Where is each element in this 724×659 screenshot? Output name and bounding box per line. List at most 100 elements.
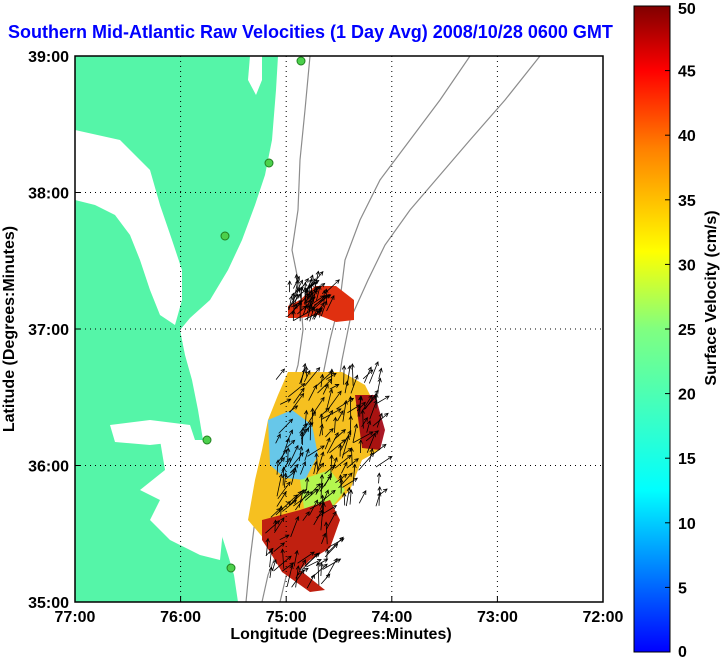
velocity-vector	[272, 559, 277, 571]
velocity-arrowhead	[333, 543, 339, 548]
velocity-vector	[282, 562, 294, 572]
velocity-vector	[325, 410, 333, 422]
velocity-vector	[377, 395, 390, 404]
velocity-vector	[316, 505, 337, 519]
velocity-arrowhead	[302, 423, 308, 428]
velocity-arrowhead	[311, 411, 316, 417]
velocity-arrowhead	[280, 517, 285, 522]
velocity-vector	[306, 289, 309, 304]
velocity-vector	[287, 448, 289, 464]
velocity-arrowhead	[321, 502, 326, 507]
velocity-arrowhead	[335, 279, 340, 284]
velocity-vector	[293, 550, 298, 567]
velocity-vector	[351, 448, 353, 465]
velocity-arrowhead	[272, 558, 277, 564]
velocity-arrowhead	[341, 439, 347, 444]
velocity-arrowhead	[289, 562, 295, 567]
velocity-vector	[286, 429, 293, 443]
velocity-vectors	[265, 270, 393, 589]
velocity-vector	[365, 430, 379, 442]
velocity-vector	[297, 282, 318, 297]
velocity-vector	[358, 490, 367, 504]
velocity-vector	[273, 555, 292, 572]
velocity-arrowhead	[320, 445, 325, 450]
velocity-arrowhead	[283, 472, 288, 478]
velocity-vector	[330, 455, 333, 478]
velocity-arrowhead	[323, 563, 328, 569]
velocity-vector	[320, 474, 323, 498]
velocity-arrowhead	[286, 481, 291, 487]
velocity-vector	[269, 567, 272, 578]
velocity-vector	[311, 397, 325, 416]
velocity-arrowhead	[284, 534, 290, 539]
colorbar-tick-label: 50	[678, 1, 696, 18]
velocity-arrowhead	[328, 388, 334, 394]
velocity-arrowhead	[367, 366, 372, 372]
velocity-vector	[346, 458, 359, 469]
velocity-arrowhead	[333, 456, 338, 462]
velocity-vector	[362, 395, 373, 411]
velocity-vector	[280, 398, 291, 405]
velocity-arrowhead	[327, 378, 333, 384]
velocity-vector	[366, 433, 376, 453]
velocity-vector	[322, 558, 341, 570]
velocity-arrowhead	[280, 542, 285, 547]
velocity-vector	[265, 538, 269, 556]
velocity-vector	[298, 489, 304, 508]
chart-title: Southern Mid-Atlantic Raw Velocities (1 …	[8, 22, 613, 42]
velocity-arrowhead	[329, 427, 334, 433]
velocity-arrowhead	[324, 521, 329, 527]
velocity-vector	[276, 460, 279, 475]
velocity-vector	[309, 502, 322, 510]
velocity-vector	[347, 404, 361, 414]
velocity-vector	[319, 424, 323, 437]
velocity-arrowhead	[339, 538, 345, 543]
velocity-arrowhead	[280, 368, 285, 374]
y-tick-label: 38:00	[28, 186, 69, 203]
velocity-vector	[369, 400, 378, 420]
velocity-arrowhead	[313, 384, 317, 390]
velocity-vector	[361, 417, 368, 428]
velocity-arrowhead	[316, 483, 321, 488]
colorbar-tick-label: 45	[678, 64, 696, 81]
velocity-vector	[313, 509, 323, 526]
velocity-arrowhead	[320, 451, 325, 457]
velocity-vector	[285, 471, 296, 480]
velocity-arrowhead	[374, 361, 379, 366]
velocity-arrowhead	[341, 429, 346, 434]
velocity-arrowhead	[336, 558, 342, 563]
velocity-arrowhead	[330, 295, 335, 300]
velocity-vector	[275, 368, 285, 380]
station-marker	[296, 56, 306, 66]
colorbar-tick-label: 20	[678, 387, 696, 404]
velocity-arrowhead	[374, 393, 379, 398]
velocity-vector	[315, 371, 333, 388]
velocity-vector	[297, 551, 315, 564]
velocity-vector	[311, 483, 321, 494]
colorbar-tick-label: 15	[678, 451, 696, 468]
velocity-arrowhead	[332, 505, 338, 510]
velocity-vector	[368, 361, 379, 384]
velocity-vector	[376, 413, 383, 428]
velocity-vector	[286, 565, 293, 587]
velocity-vector	[305, 366, 308, 377]
velocity-arrowhead	[276, 507, 281, 513]
velocity-vector	[282, 499, 297, 512]
velocity-vector	[304, 287, 307, 309]
velocity-vector	[308, 385, 317, 401]
colorbar-tick-label: 35	[678, 193, 696, 210]
velocity-vector	[277, 457, 285, 467]
colorbar-tick-label: 30	[678, 257, 696, 274]
colorbar-tick-label: 10	[678, 516, 696, 533]
velocity-arrowhead	[288, 418, 294, 424]
y-tick-label: 37:00	[28, 322, 69, 339]
velocity-arrowhead	[319, 473, 325, 479]
velocity-vector	[364, 366, 372, 383]
velocity-arrowhead	[313, 461, 318, 466]
velocity-vector	[322, 384, 329, 395]
velocity-arrowhead	[305, 477, 310, 482]
velocity-vector	[309, 306, 315, 322]
velocity-arrowhead	[326, 437, 331, 443]
velocity-vector	[304, 367, 320, 387]
velocity-vector	[294, 294, 299, 305]
